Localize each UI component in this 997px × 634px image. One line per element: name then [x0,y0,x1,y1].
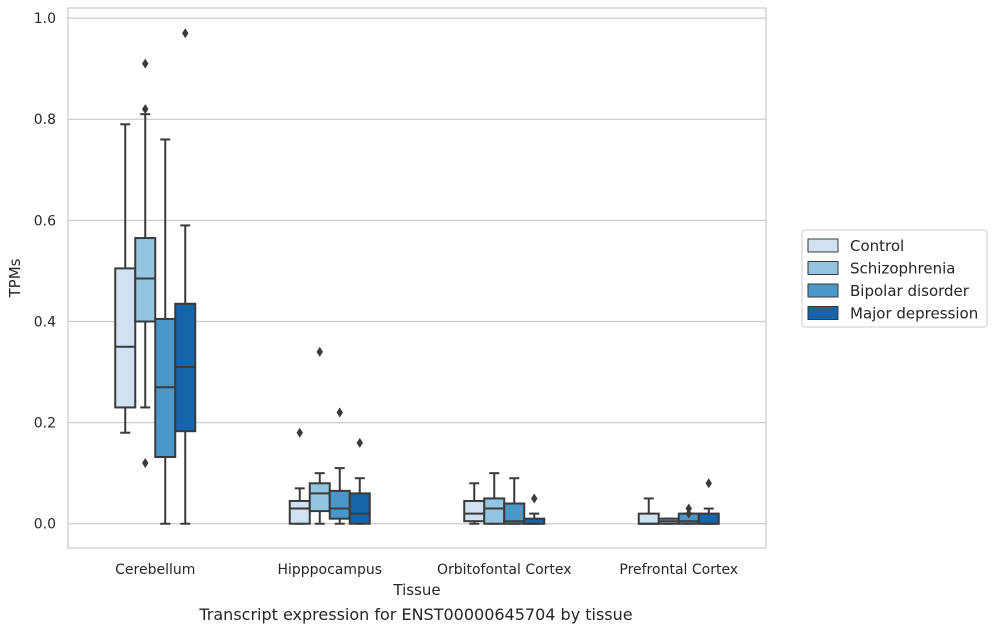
box-plot [503,477,526,525]
outlier-marker [142,104,149,115]
y-tick-label: 0.8 [34,112,56,128]
y-tick-label: 0.6 [34,213,56,229]
box-plot [697,478,720,525]
outlier-marker [705,478,712,489]
box-plot [463,482,486,525]
box [637,512,660,525]
box [483,497,506,525]
outlier-marker [316,346,323,357]
box-plot [348,437,371,525]
box-plot [657,517,680,525]
figure-caption: Transcript expression for ENST0000064570… [199,605,633,624]
y-tick-label: 0.0 [34,517,56,533]
legend-label: Control [850,237,904,255]
y-tick-labels: 0.0 0.2 0.4 0.6 0.8 1.0 [34,11,56,533]
outlier-marker [182,28,189,39]
outlier-marker [142,58,149,69]
box [134,237,157,323]
box [114,267,137,409]
legend: Control Schizophrenia Bipolar disorder Majo… [801,229,988,328]
box [308,482,331,513]
legend-frame [801,229,988,328]
x-tick-label: Prefrontal Cortex [619,562,738,578]
outlier-marker [685,503,692,514]
box [503,502,526,525]
box-plot [174,28,197,525]
box [348,492,371,525]
x-tick-label: Orbitofontal Cortex [437,562,572,578]
outlier-marker [356,437,363,448]
box-plots [114,28,720,525]
y-tick-label: 0.4 [34,314,56,330]
box-plot [308,346,331,525]
outlier-marker [336,407,343,418]
y-tick-label: 1.0 [34,11,56,27]
box-plot [288,427,311,525]
box [697,512,720,525]
x-tick-label: Hipppocampus [277,562,382,578]
y-tick-label: 0.2 [34,416,56,432]
box [288,499,311,525]
box-plot [677,503,700,525]
box-plot [154,138,177,525]
legend-label: Major depression [850,305,978,323]
box-plot [637,497,660,525]
x-axis-label: Tissue [392,581,440,599]
legend-swatch [807,283,839,298]
legend-label: Bipolar disorder [850,282,970,300]
x-tick-labels: Cerebellum Hipppocampus Orbitofontal Corte… [115,562,738,578]
plot-frame [67,7,767,549]
x-tick-label: Cerebellum [115,562,195,578]
box [328,489,351,520]
outlier-marker [296,427,303,438]
legend-swatch [807,306,839,320]
box [463,499,486,523]
outlier-marker [531,493,538,504]
outlier-marker [685,508,692,519]
legend-swatch [807,238,839,253]
box-plot [523,493,546,525]
outlier-marker [142,458,149,469]
box-plot [483,472,506,525]
legend-swatch [807,261,839,275]
box-plot [328,407,351,525]
box-plot [134,58,157,469]
legend-label: Schizophrenia [850,260,955,278]
box-plot [114,123,137,434]
y-axis-label: TPMs [6,258,24,298]
